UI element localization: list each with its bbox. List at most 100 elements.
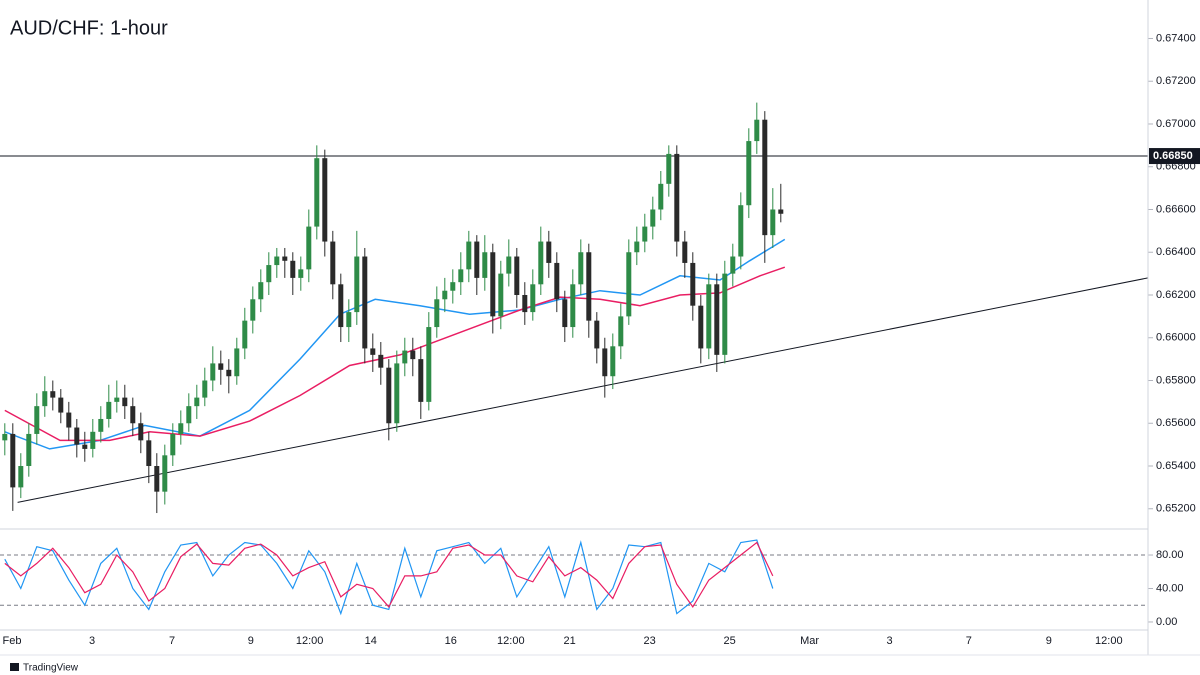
candle-body [82,444,88,449]
tradingview-logo: TradingView [10,663,79,674]
y-tick-label: 0.65600 [1156,417,1196,429]
candle-body [466,241,472,270]
candle-body [538,241,544,285]
stochastic-pane: 0.00 40.00 80.00 [0,539,1184,628]
candle-body [138,423,144,441]
candle-body [450,282,456,291]
x-tick-label: 23 [643,635,655,647]
y-tick-label: 0.67200 [1156,75,1196,87]
candle-body [362,256,368,349]
moving-average [4,238,786,450]
x-tick-label: 7 [966,635,972,647]
candle-body [434,299,440,328]
candle-body [66,412,72,428]
candle-body [514,256,520,295]
candle-body [258,282,264,300]
candle-body [234,348,240,377]
candle-body [618,316,624,347]
candle-body [666,153,672,184]
moving-average [4,266,786,442]
candle-body [178,423,184,434]
candle-body [330,241,336,285]
candle-body [338,284,344,328]
candle-body [146,440,152,467]
y-tick-label: 0.00 [1156,616,1177,628]
y-tick-label: 0.66400 [1156,246,1196,258]
candle-body [306,226,312,270]
candle-body [642,226,648,242]
candle-body [202,380,208,398]
y-tick-label: 0.67000 [1156,118,1196,130]
x-tick-label: 12:00 [296,635,324,647]
candle-body [274,256,280,266]
candle-body [546,241,552,263]
level-label-box [1149,148,1200,165]
candle-body [426,327,432,402]
candle-body [170,433,176,456]
x-tick-label: 21 [563,635,575,647]
level-label: 0.66850 [1153,150,1193,162]
y-tick-label: 0.66000 [1156,332,1196,344]
x-tick-label: 12:00 [1095,635,1123,647]
candle-body [458,269,464,283]
stochastic-line [4,541,774,608]
candle-body [402,350,408,364]
candle-body [266,265,272,283]
candle-body [130,406,136,424]
candle-body [2,433,8,441]
x-tick-label: 3 [89,635,95,647]
candle-body [114,397,120,402]
candle-body [530,284,536,313]
candle-body [162,455,168,492]
candle-body [58,397,64,413]
candle-body [778,209,784,214]
x-tick-label: 7 [169,635,175,647]
candle-body [722,273,728,355]
candle-body [602,348,608,377]
x-tick-label: 3 [887,635,893,647]
x-tick-label: 14 [365,635,377,647]
candle-body [90,431,96,449]
candle-body [578,252,584,285]
y-tick-label: 0.65200 [1156,503,1196,515]
y-tick-label: 80.00 [1156,549,1184,561]
candle-body [370,348,376,355]
candle-body [282,256,288,261]
candle-body [674,153,680,242]
candle-body [186,406,192,424]
candle-body [10,433,16,488]
y-tick-label: 0.66600 [1156,203,1196,215]
candle-body [482,252,488,278]
candle-body [290,260,296,278]
candle-body [34,406,40,434]
y-tick-label: 0.65400 [1156,460,1196,472]
candle-body [730,256,736,274]
candle-body [442,290,448,300]
candle-body [682,241,688,263]
candle-body [746,141,752,206]
candle-body [498,273,504,317]
candle-body [194,397,200,407]
candle-body [394,363,400,424]
candle-body [506,256,512,274]
candle-body [314,158,320,227]
candle-body [762,119,768,236]
candle-body [626,252,632,317]
candle-body [218,363,224,370]
candle-body [386,367,392,424]
trendline [17,277,1149,503]
x-tick-label: Mar [800,635,819,647]
y-tick-label: 0.66200 [1156,289,1196,301]
x-tick-label: Feb [3,635,22,647]
candle-body [650,209,656,227]
x-tick-label: 16 [445,635,457,647]
candle-body [26,433,32,467]
candle-body [706,284,712,349]
candle-body [690,262,696,306]
x-tick-label: 9 [248,635,254,647]
candle-body [250,299,256,321]
candle-body [122,397,128,407]
candle-body [474,241,480,278]
